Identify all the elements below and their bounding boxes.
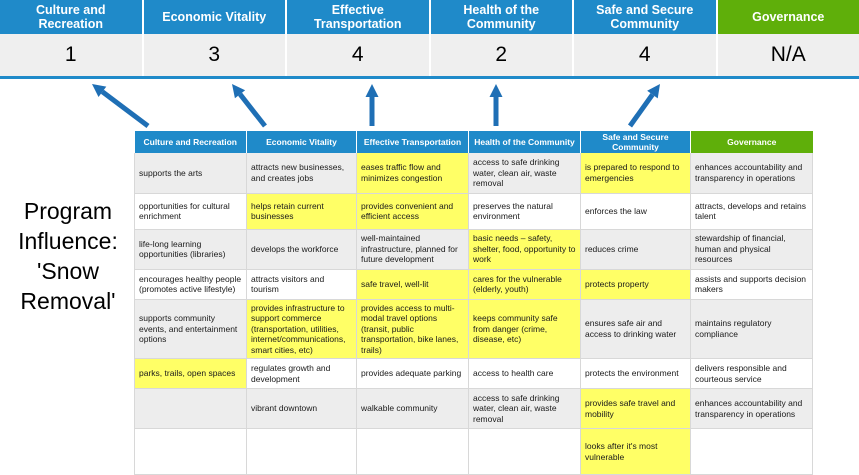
matrix-cell: encourages healthy people (promotes acti… (135, 269, 247, 299)
matrix-cell: looks after it's most vulnerable (581, 429, 691, 475)
matrix-cell: access to safe drinking water, clean air… (469, 153, 581, 193)
scorecard-underline-rule (0, 76, 859, 79)
matrix-cell: preserves the natural environment (469, 193, 581, 229)
matrix-cell: provides convenient and efficient access (357, 193, 469, 229)
scorecard-header-effective-transportation[interactable]: Effective Transportation (287, 0, 431, 34)
matrix-cell (247, 429, 357, 475)
matrix-cell: provides access to multi-modal travel op… (357, 299, 469, 359)
matrix-header-safe-and-secure-community[interactable]: Safe and Secure Community (581, 131, 691, 153)
scorecard-header-health-of-the-community[interactable]: Health of the Community (431, 0, 575, 34)
scorecard-header-culture-and-recreation[interactable]: Culture and Recreation (0, 0, 144, 34)
program-influence-line-4: Removal' (4, 286, 132, 316)
arrow-layer (0, 79, 859, 131)
matrix-cell: eases traffic flow and minimizes congest… (357, 153, 469, 193)
matrix-header-effective-transportation[interactable]: Effective Transportation (357, 131, 469, 153)
scorecard-value-row: 1 3 4 2 4 N/A (0, 34, 859, 76)
matrix-cell: supports community events, and entertain… (135, 299, 247, 359)
matrix-cell: enhances accountability and transparency… (691, 389, 813, 429)
matrix-cell: walkable community (357, 389, 469, 429)
matrix-row: life-long learning opportunities (librar… (135, 229, 813, 269)
scorecard-value-health-of-the-community: 2 (431, 34, 575, 76)
program-influence-label: Program Influence: 'Snow Removal' (4, 196, 132, 316)
matrix-cell: helps retain current businesses (247, 193, 357, 229)
matrix-cell: enhances accountability and transparency… (691, 153, 813, 193)
matrix-cell: provides safe travel and mobility (581, 389, 691, 429)
matrix-cell: assists and supports decision makers (691, 269, 813, 299)
scorecard-header-row: Culture and Recreation Economic Vitality… (0, 0, 859, 34)
matrix-cell (135, 429, 247, 475)
matrix-cell: attracts visitors and tourism (247, 269, 357, 299)
matrix-cell: well-maintained infrastructure, planned … (357, 229, 469, 269)
matrix-cell (469, 429, 581, 475)
matrix-cell: protects the environment (581, 359, 691, 389)
matrix-cell: keeps community safe from danger (crime,… (469, 299, 581, 359)
matrix-cell: provides adequate parking (357, 359, 469, 389)
arrow-economic-vitality-shaft (240, 94, 265, 126)
matrix-cell (357, 429, 469, 475)
matrix-cell: basic needs – safety, shelter, food, opp… (469, 229, 581, 269)
matrix-row: encourages healthy people (promotes acti… (135, 269, 813, 299)
matrix-cell: cares for the vulnerable (elderly, youth… (469, 269, 581, 299)
matrix-cell: access to health care (469, 359, 581, 389)
matrix-header-health-of-the-community[interactable]: Health of the Community (469, 131, 581, 153)
arrow-safe-and-secure-community-shaft (630, 95, 652, 126)
arrow-health-of-the-community-head (490, 84, 503, 97)
scorecard-header-governance[interactable]: Governance (718, 0, 859, 34)
scorecard-value-safe-and-secure-community: 4 (574, 34, 718, 76)
matrix-cell: vibrant downtown (247, 389, 357, 429)
matrix-row: looks after it's most vulnerable (135, 429, 813, 475)
matrix-cell: regulates growth and development (247, 359, 357, 389)
matrix-cell: provides infrastructure to support comme… (247, 299, 357, 359)
matrix-cell: protects property (581, 269, 691, 299)
scorecard-value-effective-transportation: 4 (287, 34, 431, 76)
matrix-cell: enforces the law (581, 193, 691, 229)
arrow-group (92, 84, 660, 126)
matrix-cell: opportunities for cultural enrichment (135, 193, 247, 229)
matrix-cell: stewardship of financial, human and phys… (691, 229, 813, 269)
matrix-header-culture-and-recreation[interactable]: Culture and Recreation (135, 131, 247, 153)
arrow-economic-vitality-head (232, 84, 245, 98)
scorecard-summary: Culture and Recreation Economic Vitality… (0, 0, 859, 76)
matrix-cell (691, 429, 813, 475)
matrix-cell: parks, trails, open spaces (135, 359, 247, 389)
influence-matrix-table: Culture and Recreation Economic Vitality… (134, 131, 813, 475)
program-influence-line-1: Program (4, 196, 132, 226)
matrix-header-economic-vitality[interactable]: Economic Vitality (247, 131, 357, 153)
scorecard-value-governance: N/A (718, 34, 859, 76)
matrix-row: supports community events, and entertain… (135, 299, 813, 359)
matrix-cell: supports the arts (135, 153, 247, 193)
scorecard-header-economic-vitality[interactable]: Economic Vitality (144, 0, 288, 34)
matrix-cell: develops the workforce (247, 229, 357, 269)
matrix-cell (135, 389, 247, 429)
matrix-cell: is prepared to respond to emergencies (581, 153, 691, 193)
scorecard-value-culture-and-recreation: 1 (0, 34, 144, 76)
arrow-culture-and-recreation-head (92, 84, 106, 97)
matrix-cell: reduces crime (581, 229, 691, 269)
matrix-cell: maintains regulatory compliance (691, 299, 813, 359)
program-influence-line-2: Influence: (4, 226, 132, 256)
arrow-safe-and-secure-community-head (647, 84, 660, 98)
matrix-cell: delivers responsible and courteous servi… (691, 359, 813, 389)
program-influence-line-3: 'Snow (4, 256, 132, 286)
matrix-cell: ensures safe air and access to drinking … (581, 299, 691, 359)
matrix-cell: access to safe drinking water, clean air… (469, 389, 581, 429)
scorecard-header-safe-and-secure-community[interactable]: Safe and Secure Community (574, 0, 718, 34)
scorecard-value-economic-vitality: 3 (144, 34, 288, 76)
matrix-cell: attracts, develops and retains talent (691, 193, 813, 229)
arrow-effective-transportation-head (366, 84, 379, 97)
arrow-culture-and-recreation-shaft (102, 92, 148, 126)
matrix-header-governance[interactable]: Governance (691, 131, 813, 153)
matrix-cell: safe travel, well-lit (357, 269, 469, 299)
matrix-cell: attracts new businesses, and creates job… (247, 153, 357, 193)
matrix-cell: life-long learning opportunities (librar… (135, 229, 247, 269)
matrix-header-row: Culture and Recreation Economic Vitality… (135, 131, 813, 153)
